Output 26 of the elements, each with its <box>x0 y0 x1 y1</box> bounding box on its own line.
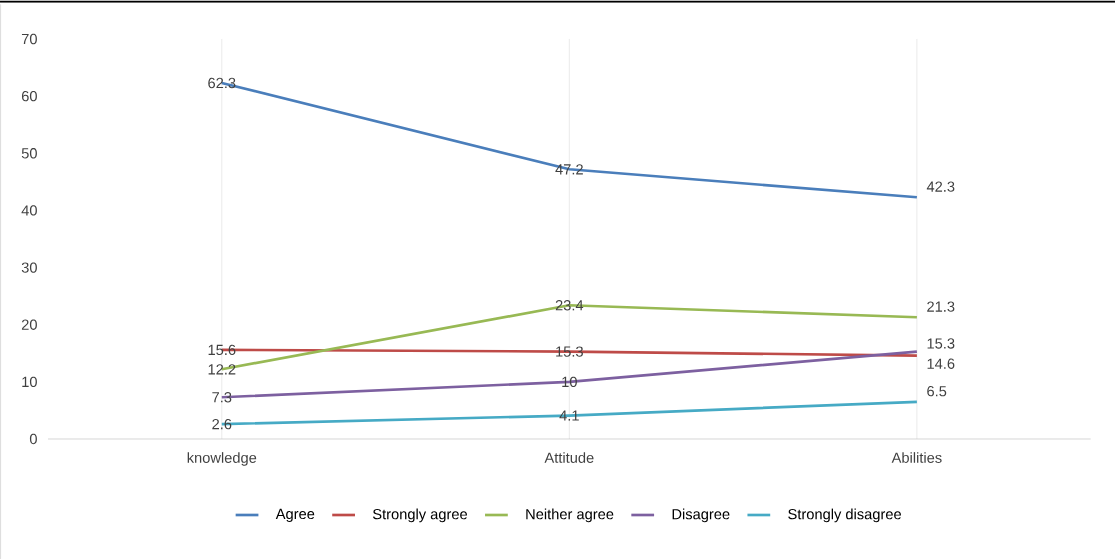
y-tick-label: 50 <box>21 148 37 159</box>
data-label: 12.2 <box>208 364 236 375</box>
x-tick-label: knowledge <box>187 452 257 466</box>
data-label: 7.3 <box>212 392 232 403</box>
x-tick-label: Attitude <box>544 452 594 463</box>
data-label: 42.3 <box>926 181 955 192</box>
y-tick-label: 0 <box>29 433 37 445</box>
x-tick-label: Abilities <box>891 452 942 463</box>
data-label: 14.6 <box>927 358 955 369</box>
y-tick-label: 30 <box>21 262 37 273</box>
data-label: 21.3 <box>927 301 955 312</box>
legend-label: Disagree <box>672 508 730 523</box>
data-label: 15.6 <box>208 344 236 356</box>
data-label: 6.5 <box>927 386 947 397</box>
data-label: 62.3 <box>208 77 236 89</box>
legend-label: Agree <box>275 508 315 522</box>
y-tick-label: 70 <box>21 33 37 45</box>
legend-label: Strongly agree <box>372 508 468 523</box>
y-tick-label: 40 <box>21 205 37 216</box>
data-label: 2.6 <box>212 418 232 430</box>
y-tick-label: 20 <box>21 319 37 330</box>
data-label: 15.3 <box>927 338 955 349</box>
y-tick-label: 10 <box>22 376 37 388</box>
legend-label: Strongly disagree <box>788 508 901 523</box>
legend-label: Neither agree <box>526 508 614 523</box>
y-tick-label: 60 <box>21 90 37 102</box>
